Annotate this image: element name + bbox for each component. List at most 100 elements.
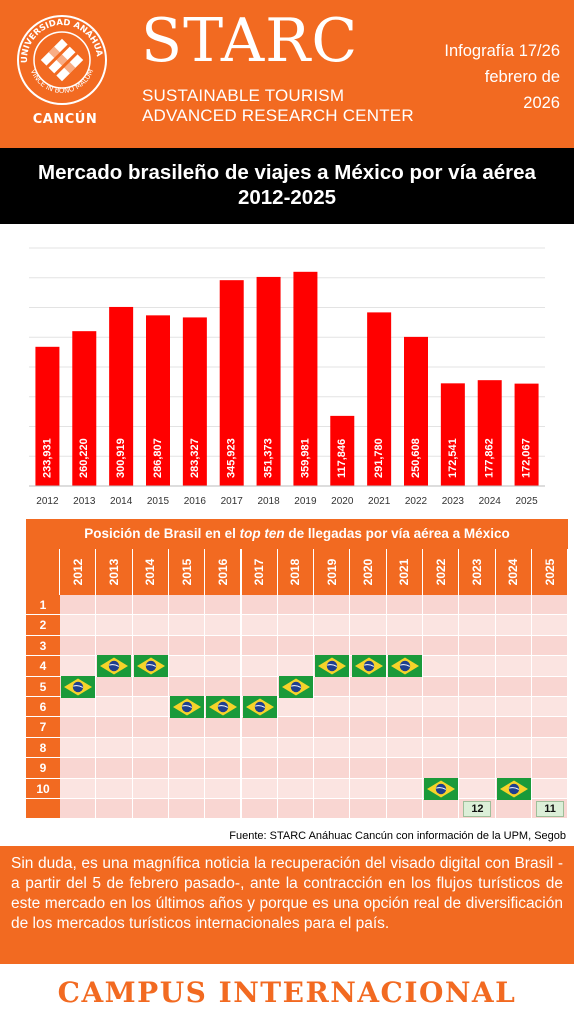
x-tick-label: 2019 <box>294 496 317 507</box>
bar-value-label: 233,931 <box>41 438 53 478</box>
brand-subtitle-line1: SUSTAINABLE TOURISM <box>142 86 345 105</box>
grid-cell <box>531 737 569 759</box>
grid-cell <box>350 737 387 759</box>
x-tick-label: 2015 <box>147 496 170 507</box>
issue-line1: Infografía 17/26 <box>444 42 560 60</box>
grid-cell <box>423 615 460 636</box>
grid-cell <box>168 676 206 697</box>
grid-cell <box>277 635 315 657</box>
bar-value-label: 286,807 <box>152 438 164 478</box>
x-tick-label: 2020 <box>331 496 354 507</box>
bar <box>514 383 539 486</box>
grid-cell <box>60 717 97 738</box>
brand-title: STARC <box>141 6 359 76</box>
grid-cell <box>205 799 242 820</box>
year-header: 2019 <box>314 549 351 595</box>
grid-cell <box>423 635 460 657</box>
bar <box>256 276 281 486</box>
grid-cell <box>314 595 351 616</box>
grid-cell <box>495 595 532 616</box>
grid-cell <box>277 778 315 799</box>
brazil-flag-icon <box>424 777 459 800</box>
year-header: 2021 <box>386 549 423 595</box>
ranking-title-italic: top ten <box>239 526 285 541</box>
grid-cell <box>60 615 97 636</box>
grid-cell <box>386 595 423 616</box>
bar <box>293 271 318 486</box>
grid-cell <box>531 595 569 616</box>
bar-chart: 233,931 2012 260,220 2013 300,919 2014 286,807… <box>29 247 545 507</box>
grid-cell <box>459 697 496 718</box>
body-text: Sin duda, es una magnífica noticia la re… <box>11 855 563 932</box>
grid-cell <box>132 758 169 779</box>
brazil-flag-icon <box>97 655 132 678</box>
grid-cell <box>423 717 460 738</box>
year-header-label: 2021 <box>397 558 412 586</box>
grid-cell <box>241 656 278 677</box>
bar-value-label: 177,862 <box>484 438 496 478</box>
bar <box>477 380 502 486</box>
year-header: 2020 <box>350 549 387 595</box>
year-header-label: 2012 <box>70 558 85 586</box>
grid-cell <box>459 615 496 636</box>
source-note: Fuente: STARC Anáhuac Cancún con informa… <box>229 830 566 842</box>
bar-value-label: 250,608 <box>410 438 422 478</box>
year-header: 2014 <box>132 549 169 595</box>
grid-cell <box>423 737 460 759</box>
grid-cell <box>495 717 532 738</box>
grid-cell <box>241 758 278 779</box>
bar <box>72 331 97 486</box>
grid-cell <box>277 717 315 738</box>
brand-subtitle-line2: ADVANCED RESEARCH CENTER <box>142 106 414 125</box>
bar <box>440 383 465 486</box>
grid-cell <box>205 676 242 697</box>
year-header: 2018 <box>277 549 315 595</box>
grid-cell <box>350 799 387 820</box>
grid-cell <box>531 778 569 799</box>
grid-cell <box>168 595 206 616</box>
x-tick-label: 2013 <box>73 496 96 507</box>
grid-cell <box>96 758 133 779</box>
bar-value-label: 283,327 <box>189 438 201 478</box>
grid-cell <box>60 635 97 657</box>
grid-cell <box>386 758 423 779</box>
rank-row-header: 2 <box>26 615 60 636</box>
bar-value-label: 117,846 <box>336 439 348 478</box>
rank-row-header: 7 <box>26 717 60 738</box>
grid-cell <box>132 717 169 738</box>
text-box: Sin duda, es una magnífica noticia la re… <box>0 846 574 964</box>
grid-cell <box>132 676 169 697</box>
x-tick-label: 2012 <box>36 496 59 507</box>
grid-cell <box>350 635 387 657</box>
grid-cell <box>459 758 496 779</box>
brazil-flag-icon <box>61 675 96 698</box>
grid-cell <box>314 697 351 718</box>
grid-cell <box>386 799 423 820</box>
grid-cell <box>96 615 133 636</box>
grid-cell <box>495 697 532 718</box>
grid-cell <box>132 778 169 799</box>
year-header-label: 2016 <box>215 558 230 586</box>
grid-cell <box>241 676 278 697</box>
grid-cell <box>459 778 496 799</box>
grid-cell <box>277 758 315 779</box>
grid-cell <box>241 737 278 759</box>
year-header-label: 2024 <box>506 558 521 586</box>
year-header: 2025 <box>531 549 569 595</box>
grid-cell <box>495 799 532 820</box>
grid-cell <box>241 799 278 820</box>
grid-cell <box>423 799 460 820</box>
grid-cell <box>241 635 278 657</box>
grid-cell <box>459 737 496 759</box>
rank-outside-badge: 11 <box>536 801 565 818</box>
bar-value-label: 260,220 <box>78 438 90 478</box>
grid-cell <box>132 697 169 718</box>
grid-cell <box>314 758 351 779</box>
grid-cell <box>241 778 278 799</box>
grid-cell <box>495 737 532 759</box>
rank-row-header: 1 <box>26 595 60 616</box>
year-header: 2016 <box>205 549 242 595</box>
grid-cell <box>132 615 169 636</box>
issue-info: Infografía 17/26 febrero de 2026 <box>410 38 560 116</box>
ranking-title-start: Posición de Brasil en el <box>84 526 240 541</box>
